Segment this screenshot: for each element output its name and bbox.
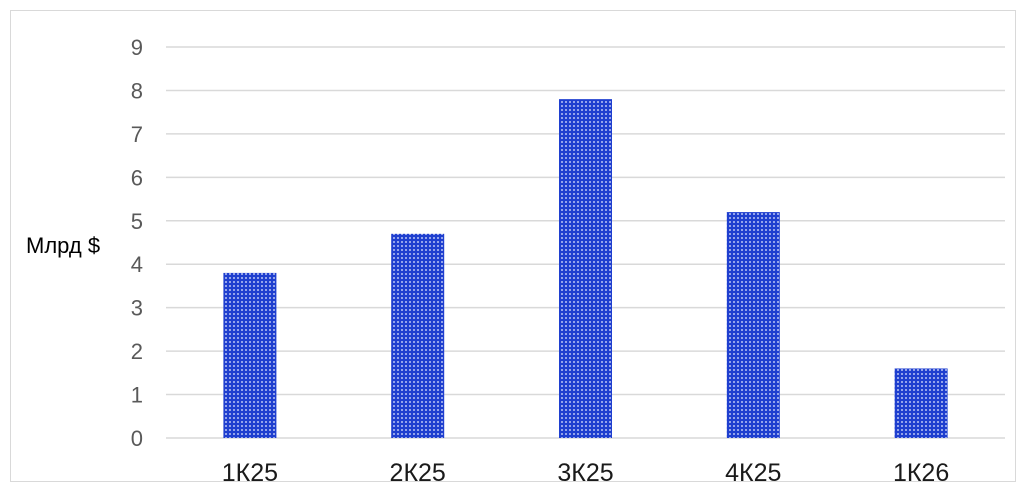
y-tick-label: 4 [131, 252, 143, 277]
y-tick-label: 1 [131, 383, 143, 408]
x-category-label: 1К26 [893, 459, 949, 487]
gridlines [166, 46, 1005, 439]
chart-frame [10, 10, 1016, 482]
y-axis-ticks: 0 1 2 3 4 5 6 7 8 9 [131, 35, 143, 451]
y-tick-label: 2 [131, 339, 143, 364]
x-category-label: 2К25 [390, 459, 446, 487]
y-tick-label: 5 [131, 209, 143, 234]
bar-1К25 [223, 272, 277, 438]
y-axis-title: Млрд $ [26, 233, 100, 258]
y-tick-label: 7 [131, 122, 143, 147]
bar-3К25 [559, 99, 612, 438]
y-tick-label: 8 [131, 78, 143, 103]
bar-1К26 [894, 368, 948, 438]
bars [223, 99, 948, 438]
y-tick-label: 9 [131, 35, 143, 60]
bar-2К25 [391, 233, 445, 438]
x-category-label: 4К25 [725, 459, 781, 487]
y-tick-label: 3 [131, 296, 143, 321]
bar-4К25 [726, 212, 780, 438]
y-tick-label: 0 [131, 426, 143, 451]
x-axis-labels: 1К25 2К25 3К25 4К25 1К26 [222, 459, 949, 487]
x-category-label: 3К25 [557, 459, 613, 487]
y-tick-label: 6 [131, 165, 143, 190]
x-category-label: 1К25 [222, 459, 278, 487]
